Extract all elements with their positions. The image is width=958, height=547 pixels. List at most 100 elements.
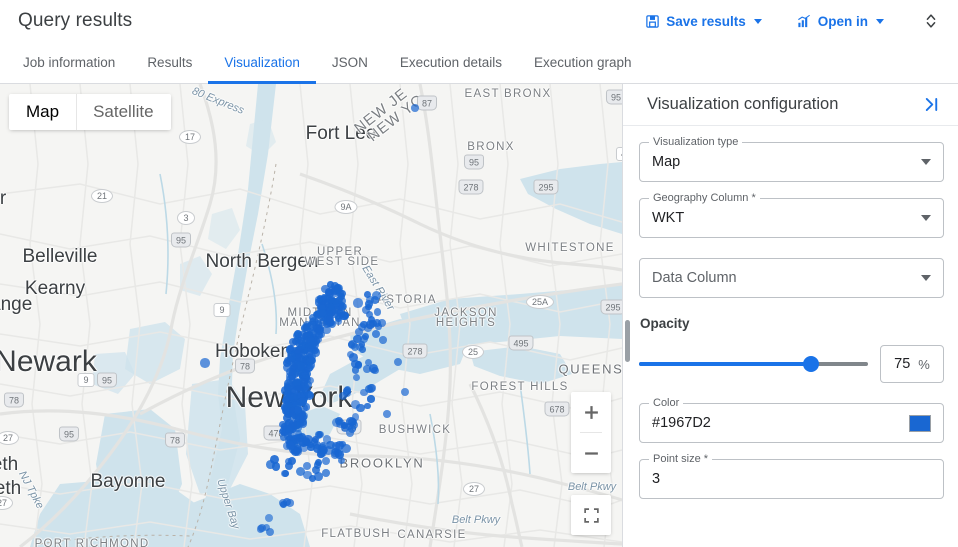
- zoom-out-button[interactable]: [571, 433, 611, 473]
- map-data-point[interactable]: [321, 456, 331, 466]
- map-data-point[interactable]: [339, 440, 346, 448]
- map-zoom-control[interactable]: [571, 392, 611, 473]
- map-data-point[interactable]: [313, 441, 322, 449]
- tab-job-information[interactable]: Job information: [7, 42, 131, 83]
- map-data-point[interactable]: [328, 303, 336, 311]
- map-data-point[interactable]: [373, 308, 382, 317]
- map-data-point[interactable]: [200, 358, 210, 368]
- map-data-point[interactable]: [393, 357, 403, 367]
- map-data-point[interactable]: [321, 325, 331, 335]
- map-data-point[interactable]: [306, 337, 316, 346]
- map-data-point[interactable]: [287, 344, 294, 352]
- open-in-button[interactable]: Open in: [790, 10, 890, 33]
- map-data-point[interactable]: [371, 366, 379, 374]
- map-data-point[interactable]: [283, 432, 292, 441]
- map-data-point[interactable]: [298, 342, 307, 351]
- map-data-point[interactable]: [352, 374, 360, 382]
- map-data-point[interactable]: [334, 318, 343, 326]
- map-data-point[interactable]: [327, 281, 334, 288]
- map-data-point[interactable]: [304, 381, 312, 389]
- map-data-point[interactable]: [362, 306, 370, 314]
- map-data-point[interactable]: [289, 412, 297, 420]
- map-data-point[interactable]: [363, 402, 371, 410]
- map-data-point[interactable]: [372, 318, 382, 328]
- map-data-point[interactable]: [287, 355, 294, 363]
- map-data-point[interactable]: [308, 313, 317, 322]
- map-data-point[interactable]: [290, 401, 297, 408]
- map-data-point[interactable]: [303, 470, 312, 479]
- map-data-point[interactable]: [337, 309, 345, 317]
- map-data-point[interactable]: [363, 365, 371, 373]
- map-data-point[interactable]: [362, 333, 370, 340]
- map-data-point[interactable]: [322, 469, 331, 477]
- map-data-point[interactable]: [357, 322, 366, 331]
- map-data-point[interactable]: [297, 397, 307, 407]
- map-data-point[interactable]: [312, 324, 321, 334]
- map-data-point[interactable]: [307, 443, 315, 451]
- map-data-point[interactable]: [302, 461, 312, 471]
- map-data-point[interactable]: [293, 402, 301, 410]
- map-data-point[interactable]: [284, 462, 294, 471]
- map-type-satellite-button[interactable]: Satellite: [93, 102, 154, 121]
- map-data-point[interactable]: [285, 425, 293, 433]
- map-data-point[interactable]: [309, 474, 316, 482]
- map-data-point[interactable]: [289, 420, 298, 429]
- map-data-point[interactable]: [335, 419, 345, 428]
- map-data-point[interactable]: [280, 426, 290, 436]
- map-data-point[interactable]: [324, 298, 332, 306]
- map-data-point[interactable]: [348, 353, 358, 362]
- collapse-panel-button[interactable]: [916, 90, 946, 120]
- map-data-point[interactable]: [288, 337, 297, 347]
- save-results-button[interactable]: Save results: [639, 10, 768, 33]
- map-data-point[interactable]: [293, 330, 302, 338]
- tab-execution-details[interactable]: Execution details: [384, 42, 518, 83]
- map-data-point[interactable]: [302, 337, 310, 346]
- map-data-point[interactable]: [360, 388, 368, 396]
- map-data-point[interactable]: [355, 328, 363, 336]
- map-data-point[interactable]: [300, 347, 309, 355]
- map-data-point[interactable]: [325, 314, 335, 324]
- map-data-point[interactable]: [334, 313, 342, 321]
- visualization-type-select[interactable]: Visualization type Map: [639, 136, 944, 182]
- map-data-point[interactable]: [281, 406, 291, 416]
- map-data-point[interactable]: [331, 451, 339, 459]
- map-data-point[interactable]: [298, 432, 307, 441]
- map-data-point[interactable]: [282, 358, 292, 368]
- map-data-point[interactable]: [378, 319, 386, 327]
- map-data-point[interactable]: [294, 406, 302, 414]
- map-data-point[interactable]: [289, 359, 298, 368]
- map-data-point[interactable]: [257, 523, 267, 533]
- map-data-point[interactable]: [264, 514, 273, 523]
- map-data-point[interactable]: [289, 387, 299, 396]
- map-data-point[interactable]: [265, 527, 275, 537]
- map-fullscreen-button[interactable]: [571, 495, 611, 535]
- map-data-point[interactable]: [316, 304, 326, 314]
- map-data-point[interactable]: [307, 356, 315, 363]
- map-data-point[interactable]: [317, 296, 327, 306]
- zoom-in-button[interactable]: [571, 392, 611, 432]
- map-data-point[interactable]: [318, 313, 326, 321]
- map-data-point[interactable]: [365, 358, 373, 366]
- data-column-select[interactable]: Data Column: [639, 258, 944, 298]
- tab-execution-graph[interactable]: Execution graph: [518, 42, 648, 83]
- map-data-point[interactable]: [367, 395, 375, 403]
- map-data-point[interactable]: [286, 499, 294, 507]
- map-data-point[interactable]: [288, 373, 296, 381]
- geography-column-select[interactable]: Geography Column * WKT: [639, 192, 944, 238]
- map-data-point[interactable]: [302, 385, 311, 394]
- map-data-point[interactable]: [296, 384, 304, 392]
- map-data-point[interactable]: [350, 342, 360, 352]
- map-data-point[interactable]: [301, 373, 311, 383]
- map-data-point[interactable]: [352, 413, 360, 421]
- map-data-point[interactable]: [314, 330, 323, 339]
- map-data-point[interactable]: [307, 321, 317, 331]
- map-data-point[interactable]: [333, 285, 343, 295]
- map-data-point[interactable]: [326, 440, 335, 450]
- map-data-point[interactable]: [266, 460, 275, 469]
- map-data-point[interactable]: [290, 364, 298, 372]
- map-data-point[interactable]: [286, 441, 295, 450]
- map-data-point[interactable]: [297, 336, 306, 345]
- opacity-slider[interactable]: [639, 354, 868, 374]
- map-data-point[interactable]: [299, 404, 309, 413]
- map-type-map-button[interactable]: Map: [9, 94, 76, 130]
